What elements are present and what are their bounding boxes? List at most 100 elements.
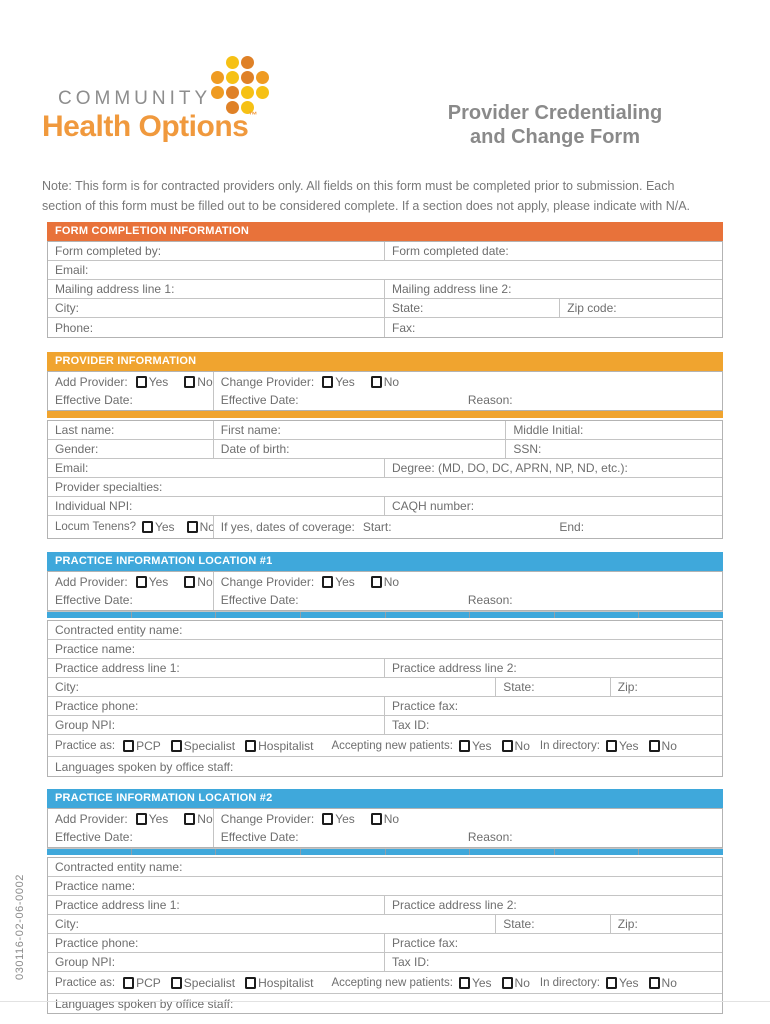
field-practice-address-1[interactable]: Practice address line 1: bbox=[48, 896, 385, 914]
field-date-of-birth[interactable]: Date of birth: bbox=[214, 440, 507, 458]
field-zip[interactable]: Zip: bbox=[611, 678, 722, 696]
checkbox-add-provider-no[interactable] bbox=[184, 576, 196, 588]
field-effective-date[interactable]: Effective Date: bbox=[220, 593, 299, 607]
field-zip[interactable]: Zip: bbox=[611, 915, 722, 933]
checkbox-accepting-yes[interactable] bbox=[458, 739, 470, 752]
field-dates-of-coverage[interactable]: If yes, dates of coverage: Start: End: bbox=[214, 516, 722, 538]
field-caqh-number[interactable]: CAQH number: bbox=[385, 497, 722, 515]
field-group-npi[interactable]: Group NPI: bbox=[48, 953, 385, 971]
checkbox-accepting-no[interactable] bbox=[501, 739, 513, 752]
field-provider-email[interactable]: Email: bbox=[48, 459, 385, 477]
field-first-name[interactable]: First name: bbox=[214, 421, 507, 439]
logo-brand-text: Health Options™ bbox=[42, 110, 257, 144]
field-tax-id[interactable]: Tax ID: bbox=[385, 953, 722, 971]
field-tax-id[interactable]: Tax ID: bbox=[385, 716, 722, 734]
field-ssn[interactable]: SSN: bbox=[506, 440, 722, 458]
field-reason[interactable]: Reason: bbox=[467, 593, 513, 607]
field-mailing-address-1[interactable]: Mailing address line 1: bbox=[48, 280, 385, 298]
field-reason[interactable]: Reason: bbox=[467, 830, 513, 844]
checkbox-accepting-yes[interactable] bbox=[458, 976, 470, 989]
checkbox-change-provider-no[interactable] bbox=[370, 813, 382, 825]
page-edge-line bbox=[0, 1001, 770, 1002]
checkbox-locum-yes[interactable] bbox=[141, 521, 153, 533]
checkbox-accepting-no[interactable] bbox=[501, 976, 513, 989]
field-state[interactable]: State: bbox=[496, 678, 611, 696]
checkbox-directory-yes[interactable] bbox=[605, 739, 617, 752]
checkbox-add-provider-no[interactable] bbox=[184, 813, 196, 825]
field-effective-date[interactable]: Effective Date: bbox=[55, 830, 133, 844]
field-state[interactable]: State: bbox=[385, 299, 561, 317]
field-practice-address-1[interactable]: Practice address line 1: bbox=[48, 659, 385, 677]
field-practice-name[interactable]: Practice name: bbox=[48, 877, 722, 895]
field-fax[interactable]: Fax: bbox=[385, 318, 722, 337]
field-practice-name[interactable]: Practice name: bbox=[48, 640, 722, 658]
field-effective-date[interactable]: Effective Date: bbox=[220, 830, 299, 844]
field-label: Practice fax: bbox=[392, 936, 459, 950]
checkbox-add-provider-yes[interactable] bbox=[135, 376, 147, 388]
checkbox-change-provider-yes[interactable] bbox=[322, 813, 334, 825]
checkbox-hospitalist[interactable] bbox=[245, 976, 257, 989]
field-languages[interactable]: Languages spoken by office staff: bbox=[48, 757, 722, 776]
field-practice-fax[interactable]: Practice fax: bbox=[385, 934, 722, 952]
checkbox-locum-no[interactable] bbox=[186, 521, 198, 533]
field-coverage-start[interactable]: Start: bbox=[362, 520, 392, 534]
table-row: Gender: Date of birth: SSN: bbox=[48, 440, 722, 459]
checkbox-hospitalist[interactable] bbox=[245, 739, 257, 752]
field-reason[interactable]: Reason: bbox=[467, 393, 513, 407]
field-label: Practice address line 2: bbox=[392, 661, 517, 675]
checkbox-add-provider-no[interactable] bbox=[184, 376, 196, 388]
field-effective-date[interactable]: Effective Date: bbox=[220, 393, 299, 407]
checkbox-label: No bbox=[661, 738, 677, 753]
field-group-npi[interactable]: Group NPI: bbox=[48, 716, 385, 734]
checkbox-directory-no[interactable] bbox=[648, 739, 660, 752]
table-row: Last name: First name: Middle Initial: bbox=[48, 421, 722, 440]
field-contracted-entity-name[interactable]: Contracted entity name: bbox=[48, 858, 722, 876]
checkbox-directory-yes[interactable] bbox=[605, 976, 617, 989]
checkbox-change-provider-no[interactable] bbox=[370, 576, 382, 588]
checkbox-pcp[interactable] bbox=[123, 739, 135, 752]
field-email[interactable]: Email: bbox=[48, 261, 722, 279]
field-provider-specialties[interactable]: Provider specialties: bbox=[48, 478, 722, 496]
field-practice-fax[interactable]: Practice fax: bbox=[385, 697, 722, 715]
table-row: City: State: Zip: bbox=[48, 915, 722, 934]
checkbox-specialist[interactable] bbox=[170, 739, 182, 752]
field-languages[interactable]: Languages spoken by office staff: bbox=[48, 994, 722, 1013]
field-city[interactable]: City: bbox=[48, 678, 497, 696]
field-form-completed-date[interactable]: Form completed date: bbox=[385, 242, 722, 260]
field-label: Practice name: bbox=[55, 642, 136, 656]
checkbox-label: No bbox=[383, 375, 400, 389]
checkbox-directory-no[interactable] bbox=[648, 976, 660, 989]
checkbox-change-provider-no[interactable] bbox=[370, 376, 382, 388]
field-gender[interactable]: Gender: bbox=[48, 440, 214, 458]
table-row: Practice name: bbox=[48, 877, 722, 896]
field-mailing-address-2[interactable]: Mailing address line 2: bbox=[385, 280, 722, 298]
field-individual-npi[interactable]: Individual NPI: bbox=[48, 497, 385, 515]
field-label: Last name: bbox=[55, 423, 115, 437]
field-zip-code[interactable]: Zip code: bbox=[560, 299, 722, 317]
field-middle-initial[interactable]: Middle Initial: bbox=[506, 421, 722, 439]
field-city[interactable]: City: bbox=[48, 915, 497, 933]
field-form-completed-by[interactable]: Form completed by: bbox=[48, 242, 385, 260]
field-city[interactable]: City: bbox=[48, 299, 385, 317]
field-phone[interactable]: Phone: bbox=[48, 318, 385, 337]
checkbox-add-provider-yes[interactable] bbox=[135, 813, 147, 825]
checkbox-pcp[interactable] bbox=[123, 976, 135, 989]
field-last-name[interactable]: Last name: bbox=[48, 421, 214, 439]
checkbox-label: Yes bbox=[618, 975, 639, 990]
checkbox-add-provider-yes[interactable] bbox=[135, 576, 147, 588]
field-degree[interactable]: Degree: (MD, DO, DC, APRN, NP, ND, etc.)… bbox=[385, 459, 722, 477]
field-practice-phone[interactable]: Practice phone: bbox=[48, 934, 385, 952]
table-row: Mailing address line 1: Mailing address … bbox=[48, 280, 722, 299]
field-practice-address-2[interactable]: Practice address line 2: bbox=[385, 659, 722, 677]
checkbox-change-provider-yes[interactable] bbox=[322, 576, 334, 588]
checkbox-label: No bbox=[383, 575, 400, 589]
checkbox-change-provider-yes[interactable] bbox=[322, 376, 334, 388]
field-practice-phone[interactable]: Practice phone: bbox=[48, 697, 385, 715]
checkbox-specialist[interactable] bbox=[170, 976, 182, 989]
field-effective-date[interactable]: Effective Date: bbox=[55, 593, 133, 607]
field-state[interactable]: State: bbox=[496, 915, 611, 933]
field-effective-date[interactable]: Effective Date: bbox=[55, 393, 133, 407]
field-coverage-end[interactable]: End: bbox=[559, 520, 585, 534]
field-practice-address-2[interactable]: Practice address line 2: bbox=[385, 896, 722, 914]
field-contracted-entity-name[interactable]: Contracted entity name: bbox=[48, 621, 722, 639]
